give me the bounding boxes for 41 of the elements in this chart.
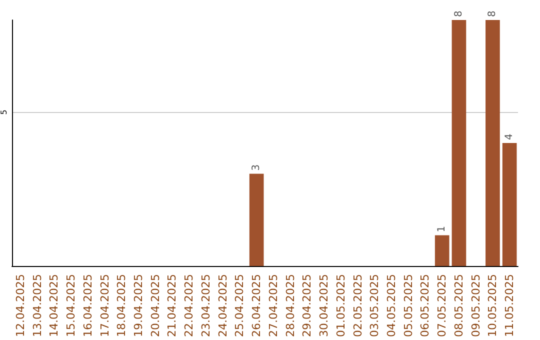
- x-tick-label: 25.04.2025: [233, 274, 246, 338]
- data-label: 8: [487, 10, 498, 17]
- x-tick-label: 09.05.2025: [469, 274, 482, 338]
- x-tick-label: 29.04.2025: [300, 274, 314, 338]
- x-tick-label: 27.04.2025: [266, 274, 280, 338]
- x-tick-label: 19.04.2025: [132, 274, 145, 338]
- data-label: 1: [436, 226, 448, 232]
- x-tick-label: 02.05.2025: [351, 274, 364, 338]
- bar: [434, 235, 450, 266]
- x-tick-label: 06.05.2025: [418, 274, 432, 338]
- x-tick-label: 04.05.2025: [385, 274, 398, 338]
- x-tick-label: 23.04.2025: [199, 274, 212, 338]
- x-tick-label: 13.04.2025: [30, 274, 44, 338]
- x-tick-label: 05.05.2025: [402, 274, 415, 338]
- x-tick-label: 17.04.2025: [98, 274, 112, 338]
- y-tick-label: 5: [0, 110, 8, 115]
- x-tick-label: 30.04.2025: [318, 274, 331, 338]
- bar: [452, 20, 466, 266]
- x-tick-label: 08.05.2025: [452, 274, 466, 338]
- bar: [502, 143, 517, 266]
- x-tick-label: 21.04.2025: [166, 274, 179, 338]
- x-tick-label: 18.04.2025: [115, 274, 128, 338]
- x-tick-label: 20.04.2025: [148, 274, 162, 338]
- x-tick-label: 01.05.2025: [334, 274, 348, 338]
- data-label: 8: [453, 10, 464, 17]
- x-tick-label: 12.04.2025: [14, 274, 27, 338]
- x-tick-label: 14.04.2025: [48, 274, 61, 338]
- x-tick-label: 10.05.2025: [486, 274, 500, 338]
- data-label: 4: [504, 134, 516, 140]
- x-tick-label: 22.04.2025: [182, 274, 196, 338]
- x-tick-label: 26.04.2025: [250, 274, 264, 338]
- x-tick-label: 24.04.2025: [216, 274, 230, 338]
- x-tick-label: 16.04.2025: [81, 274, 94, 338]
- x-tick-label: 28.04.2025: [284, 274, 297, 338]
- bar: [249, 174, 264, 266]
- x-tick-label: 11.05.2025: [503, 274, 516, 338]
- bar: [486, 20, 500, 266]
- data-label: 3: [251, 164, 262, 171]
- x-tick-label: 15.04.2025: [64, 274, 78, 338]
- x-tick-label: 03.05.2025: [368, 274, 382, 338]
- x-tick-label: 07.05.2025: [436, 274, 449, 338]
